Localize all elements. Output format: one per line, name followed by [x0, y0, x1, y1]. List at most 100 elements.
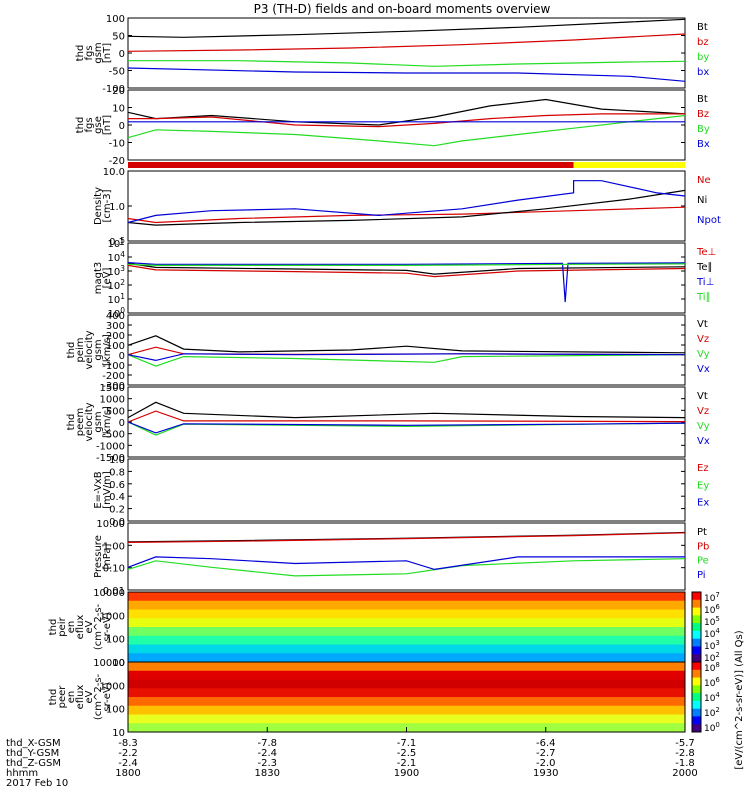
series-line-Vt	[127, 401, 686, 419]
legend-label: Ez	[697, 463, 709, 474]
ephemeris-value: -2.4	[257, 748, 277, 759]
y-tick-label: 10	[112, 658, 125, 669]
ephemeris-value: 2000	[672, 768, 697, 779]
series-line-bx	[127, 67, 686, 82]
series-line-bz	[127, 33, 686, 52]
panel-frame	[127, 170, 686, 242]
legend-label: Vt	[697, 319, 708, 330]
series-line-Bz	[128, 113, 685, 128]
colorbar-frame	[691, 661, 702, 733]
y-axis-label: gsm	[93, 42, 104, 63]
legend-label: Vx	[697, 436, 710, 447]
ephemeris-value: -2.0	[536, 758, 556, 769]
legend-label: Vy	[697, 421, 710, 432]
y-tick-label: 1000	[100, 681, 125, 692]
y-axis-label: [nPa]	[102, 543, 113, 569]
heatmap-band	[128, 688, 685, 698]
colorbar-segment	[692, 615, 701, 624]
y-axis-label: (cm^2-s-	[93, 673, 104, 720]
series-line-Te⊥	[127, 264, 686, 278]
heatmap-band	[128, 714, 685, 724]
y-axis-label: (cm^2-s-	[93, 603, 104, 650]
colorbar-segment	[692, 685, 701, 694]
y-tick-label: 10	[112, 104, 125, 115]
ephemeris-value: -1.8	[675, 758, 695, 769]
heatmap-band	[128, 705, 685, 715]
y-axis-label: fgs	[84, 117, 95, 132]
series-line-Te∥	[127, 262, 686, 275]
y-tick-label: 1000	[100, 611, 125, 622]
legend-label: Bt	[697, 22, 708, 33]
legend-label: Ti∥	[696, 292, 711, 303]
colorbar-segment	[692, 669, 701, 679]
y-tick-label: -500	[102, 430, 125, 441]
panel-density: Density[cm-3] 10.0 1.0 0.1 Ne Ni Npot	[93, 167, 721, 248]
colorbar-segment	[692, 716, 701, 725]
y-axis-label: gsm	[93, 411, 104, 432]
y-axis-label: eV	[84, 690, 95, 703]
colorbar-segment	[692, 654, 701, 663]
heatmap-band	[128, 600, 685, 610]
series-line-Ti∥	[127, 263, 686, 266]
heatmap-band	[128, 653, 685, 663]
series-line-Ne	[127, 206, 686, 224]
y-tick-label: 0.1	[109, 237, 125, 248]
ephemeris-value: 1930	[533, 768, 558, 779]
y-tick-label: 104	[107, 250, 125, 264]
y-axis-label: Density	[93, 187, 104, 225]
y-tick-label: -100	[102, 361, 125, 372]
colorbar-tick: 100	[704, 721, 720, 734]
series-line-Pi	[127, 556, 685, 571]
colorbar-segment	[692, 599, 701, 609]
y-tick-label: 0.10	[103, 564, 125, 575]
y-tick-label: 0.4	[109, 492, 125, 503]
y-axis-label: gse	[93, 116, 104, 134]
y-axis-label: eflux	[75, 615, 86, 640]
mode-strip-red	[128, 162, 574, 168]
y-axis-label: sr-eV)	[102, 682, 113, 711]
y-tick-label: 100	[106, 705, 125, 716]
legend-label: Pb	[697, 541, 709, 552]
series-line-Ni	[127, 189, 686, 226]
legend-label: Bt	[697, 94, 708, 105]
legend-label: Pe	[697, 556, 709, 567]
heatmap-band	[128, 697, 685, 707]
y-tick-label: 1.0	[109, 202, 125, 213]
y-tick-label: 103	[107, 264, 125, 278]
ephemeris-value: -2.3	[257, 758, 277, 769]
colorbar-segment	[692, 693, 701, 702]
y-tick-label: -100	[102, 84, 125, 95]
heatmap-band	[128, 635, 685, 645]
series-line-By	[127, 114, 686, 147]
series-line-Pe	[127, 558, 686, 577]
date-label: 2017 Feb 10	[6, 778, 68, 789]
heatmap-band	[128, 679, 685, 689]
y-tick-label: -300	[102, 381, 125, 392]
y-axis-label: peim	[75, 337, 86, 362]
series-line-Bt	[127, 18, 686, 38]
panel-frame	[127, 458, 686, 522]
panel-frame	[127, 89, 686, 161]
legend-label: Ni	[697, 195, 707, 206]
series-line-Vy	[127, 354, 686, 367]
y-tick-label: 0.6	[109, 480, 125, 491]
y-axis-label: [eV]	[102, 268, 113, 289]
y-tick-label: 1.0	[109, 455, 125, 466]
series-line-Bt	[127, 98, 686, 126]
legend-label: Npot	[697, 215, 721, 226]
legend-label: Vy	[697, 349, 710, 360]
y-tick-label: 100	[106, 14, 125, 25]
y-axis-label: thd	[66, 342, 77, 359]
legend-label: Ti⊥	[696, 277, 714, 288]
colorbar-tick: 106	[704, 676, 720, 689]
legend-label: Vz	[697, 334, 709, 345]
series-line-Pt	[127, 531, 686, 543]
legend-label: Vx	[697, 364, 710, 375]
ephemeris-value: -2.7	[536, 748, 556, 759]
y-tick-label: 102	[107, 278, 125, 292]
y-tick-label: 200	[106, 331, 125, 342]
y-tick-label: 0	[119, 351, 125, 362]
y-tick-label: 0	[119, 49, 125, 60]
